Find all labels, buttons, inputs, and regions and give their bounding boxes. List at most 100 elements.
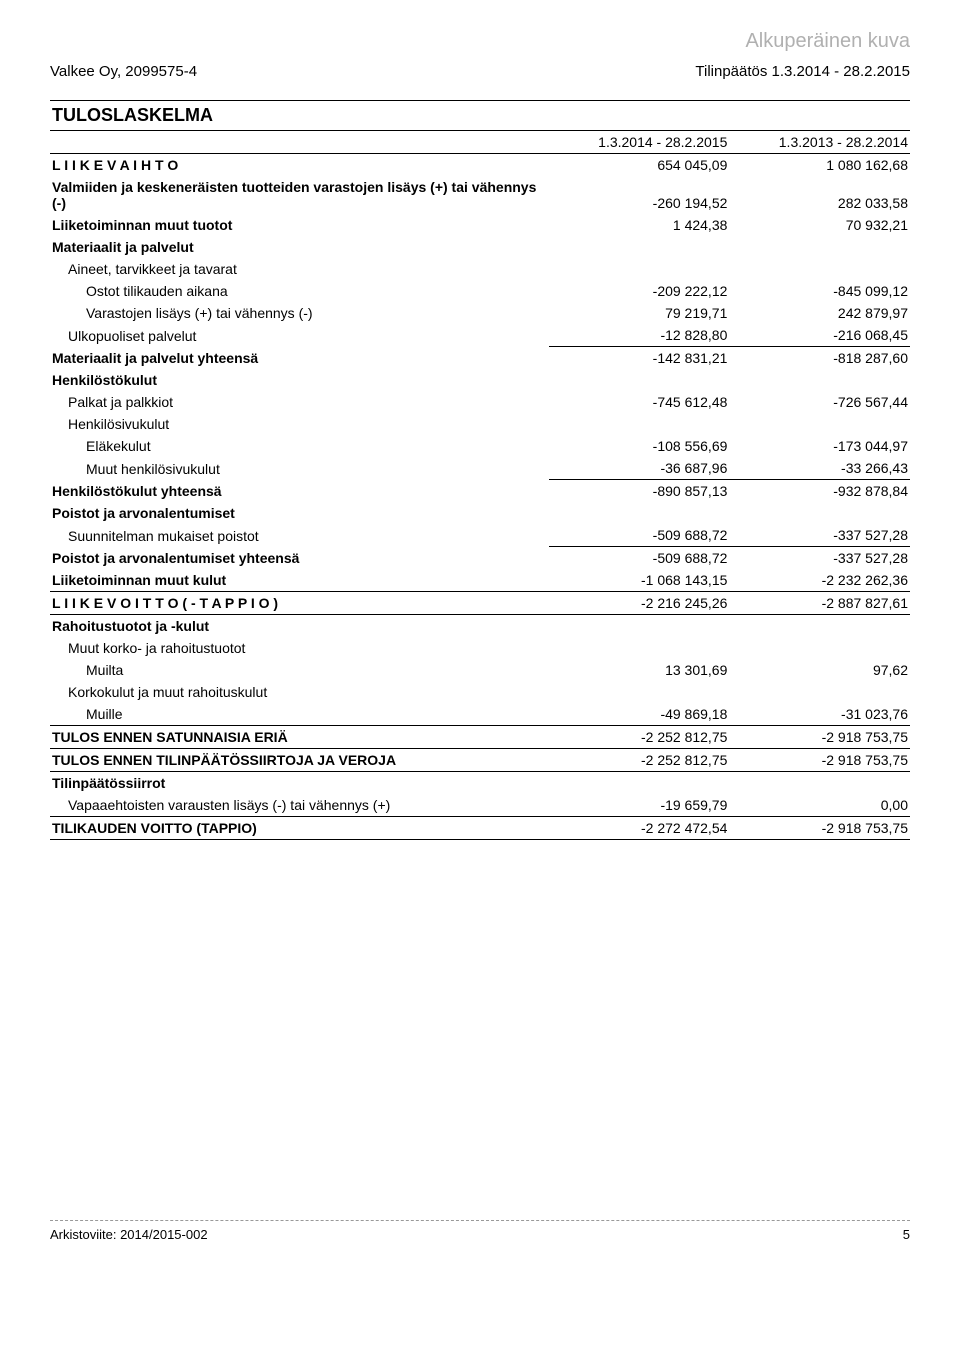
value-current: 79 219,71	[549, 302, 730, 324]
value-prior: -2 918 753,75	[729, 817, 910, 840]
label: TILIKAUDEN VOITTO (TAPPIO)	[50, 817, 549, 840]
row-muut-kulut: Liiketoiminnan muut kulut -1 068 143,15 …	[50, 569, 910, 592]
row-muilta: Muilta 13 301,69 97,62	[50, 659, 910, 681]
label: Poistot ja arvonalentumiset	[50, 502, 549, 524]
label: Henkilösivukulut	[50, 413, 549, 435]
document-header: Valkee Oy, 2099575-4 Tilinpäätös 1.3.201…	[50, 63, 910, 80]
value-current: -36 687,96	[549, 457, 730, 480]
label: Muut korko- ja rahoitustuotot	[50, 637, 549, 659]
income-statement-table: 1.3.2014 - 28.2.2015 1.3.2013 - 28.2.201…	[50, 131, 910, 840]
row-liikevoitto: L I I K E V O I T T O ( - T A P P I O ) …	[50, 592, 910, 615]
label: Suunnitelman mukaiset poistot	[50, 524, 549, 547]
value-current: 654 045,09	[549, 154, 730, 177]
value-current: -509 688,72	[549, 524, 730, 547]
value-prior: -2 918 753,75	[729, 749, 910, 772]
value-prior: -845 099,12	[729, 280, 910, 302]
row-palkat: Palkat ja palkkiot -745 612,48 -726 567,…	[50, 391, 910, 413]
archive-reference: Arkistoviite: 2014/2015-002	[50, 1227, 208, 1242]
row-tulos-satunnaisia: TULOS ENNEN SATUNNAISIA ERIÄ -2 252 812,…	[50, 726, 910, 749]
label: Muille	[50, 703, 549, 726]
value-current: -142 831,21	[549, 347, 730, 370]
label: Vapaaehtoisten varausten lisäys (-) tai …	[50, 794, 549, 817]
value-current: -2 252 812,75	[549, 749, 730, 772]
label: Varastojen lisäys (+) tai vähennys (-)	[50, 302, 549, 324]
label: Muilta	[50, 659, 549, 681]
row-vapaaehtoisten: Vapaaehtoisten varausten lisäys (-) tai …	[50, 794, 910, 817]
label: Ulkopuoliset palvelut	[50, 324, 549, 347]
value-prior: -337 527,28	[729, 524, 910, 547]
period-prior: 1.3.2013 - 28.2.2014	[729, 131, 910, 154]
row-liikevaihto: L I I K E V A I H T O 654 045,09 1 080 1…	[50, 154, 910, 177]
value-current: 13 301,69	[549, 659, 730, 681]
row-tulos-tps: TULOS ENNEN TILINPÄÄTÖSSIIRTOJA JA VEROJ…	[50, 749, 910, 772]
value-prior: -2 232 262,36	[729, 569, 910, 592]
label: Liiketoiminnan muut kulut	[50, 569, 549, 592]
row-varasto-lis: Varastojen lisäys (+) tai vähennys (-) 7…	[50, 302, 910, 324]
label: TULOS ENNEN TILINPÄÄTÖSSIIRTOJA JA VEROJ…	[50, 749, 549, 772]
value-prior: -216 068,45	[729, 324, 910, 347]
row-varasto-muutos: Valmiiden ja keskeneräisten tuotteiden v…	[50, 176, 910, 214]
label: Rahoitustuotot ja -kulut	[50, 615, 549, 638]
value-current: -49 869,18	[549, 703, 730, 726]
label: L I I K E V O I T T O ( - T A P P I O )	[50, 592, 549, 615]
label: L I I K E V A I H T O	[50, 154, 549, 177]
value-prior: 282 033,58	[729, 176, 910, 214]
value-current: -19 659,79	[549, 794, 730, 817]
label: TULOS ENNEN SATUNNAISIA ERIÄ	[50, 726, 549, 749]
label: Aineet, tarvikkeet ja tavarat	[50, 258, 549, 280]
row-ostot: Ostot tilikauden aikana -209 222,12 -845…	[50, 280, 910, 302]
value-prior: -337 527,28	[729, 547, 910, 570]
label: Materiaalit ja palvelut	[50, 236, 549, 258]
watermark-text: Alkuperäinen kuva	[50, 30, 910, 53]
label: Materiaalit ja palvelut yhteensä	[50, 347, 549, 370]
value-prior: -2 887 827,61	[729, 592, 910, 615]
row-henkilosivu-head: Henkilösivukulut	[50, 413, 910, 435]
label: Henkilöstökulut	[50, 369, 549, 391]
section-title: TULOSLASKELMA	[50, 100, 910, 131]
label: Palkat ja palkkiot	[50, 391, 549, 413]
label: Korkokulut ja muut rahoituskulut	[50, 681, 549, 703]
label: Poistot ja arvonalentumiset yhteensä	[50, 547, 549, 570]
report-period: Tilinpäätös 1.3.2014 - 28.2.2015	[695, 63, 910, 80]
row-aineet-head: Aineet, tarvikkeet ja tavarat	[50, 258, 910, 280]
page-number: 5	[903, 1227, 910, 1242]
value-prior: 0,00	[729, 794, 910, 817]
value-prior: -33 266,43	[729, 457, 910, 480]
company-name: Valkee Oy, 2099575-4	[50, 63, 197, 80]
row-ulkopuoliset: Ulkopuoliset palvelut -12 828,80 -216 06…	[50, 324, 910, 347]
value-prior: 242 879,97	[729, 302, 910, 324]
label: Eläkekulut	[50, 435, 549, 457]
value-current: -1 068 143,15	[549, 569, 730, 592]
row-henkilosto-yht: Henkilöstökulut yhteensä -890 857,13 -93…	[50, 480, 910, 503]
value-current: -890 857,13	[549, 480, 730, 503]
label: Liiketoiminnan muut tuotot	[50, 214, 549, 236]
row-poistot-head: Poistot ja arvonalentumiset	[50, 502, 910, 524]
row-poistot-yht: Poistot ja arvonalentumiset yhteensä -50…	[50, 547, 910, 570]
page-footer: Arkistoviite: 2014/2015-002 5	[50, 1220, 910, 1242]
label: Tilinpäätössiirrot	[50, 772, 549, 795]
row-suunn-poistot: Suunnitelman mukaiset poistot -509 688,7…	[50, 524, 910, 547]
row-muut-korko-head: Muut korko- ja rahoitustuotot	[50, 637, 910, 659]
value-current: -2 272 472,54	[549, 817, 730, 840]
value-current: -260 194,52	[549, 176, 730, 214]
label: Valmiiden ja keskeneräisten tuotteiden v…	[50, 176, 549, 214]
value-prior: -31 023,76	[729, 703, 910, 726]
value-prior: 97,62	[729, 659, 910, 681]
period-current: 1.3.2014 - 28.2.2015	[549, 131, 730, 154]
row-tps-head: Tilinpäätössiirrot	[50, 772, 910, 795]
row-henkilosto-head: Henkilöstökulut	[50, 369, 910, 391]
row-materiaalit-head: Materiaalit ja palvelut	[50, 236, 910, 258]
row-elake: Eläkekulut -108 556,69 -173 044,97	[50, 435, 910, 457]
row-materiaalit-yht: Materiaalit ja palvelut yhteensä -142 83…	[50, 347, 910, 370]
row-rahoitus-head: Rahoitustuotot ja -kulut	[50, 615, 910, 638]
value-prior: -2 918 753,75	[729, 726, 910, 749]
value-current: -509 688,72	[549, 547, 730, 570]
document-page: Alkuperäinen kuva Valkee Oy, 2099575-4 T…	[0, 0, 960, 1262]
column-header-row: 1.3.2014 - 28.2.2015 1.3.2013 - 28.2.201…	[50, 131, 910, 154]
value-current: -745 612,48	[549, 391, 730, 413]
value-prior: 70 932,21	[729, 214, 910, 236]
row-muut-tuotot: Liiketoiminnan muut tuotot 1 424,38 70 9…	[50, 214, 910, 236]
row-muut-hsk: Muut henkilösivukulut -36 687,96 -33 266…	[50, 457, 910, 480]
value-prior: -932 878,84	[729, 480, 910, 503]
row-korkokulut-head: Korkokulut ja muut rahoituskulut	[50, 681, 910, 703]
